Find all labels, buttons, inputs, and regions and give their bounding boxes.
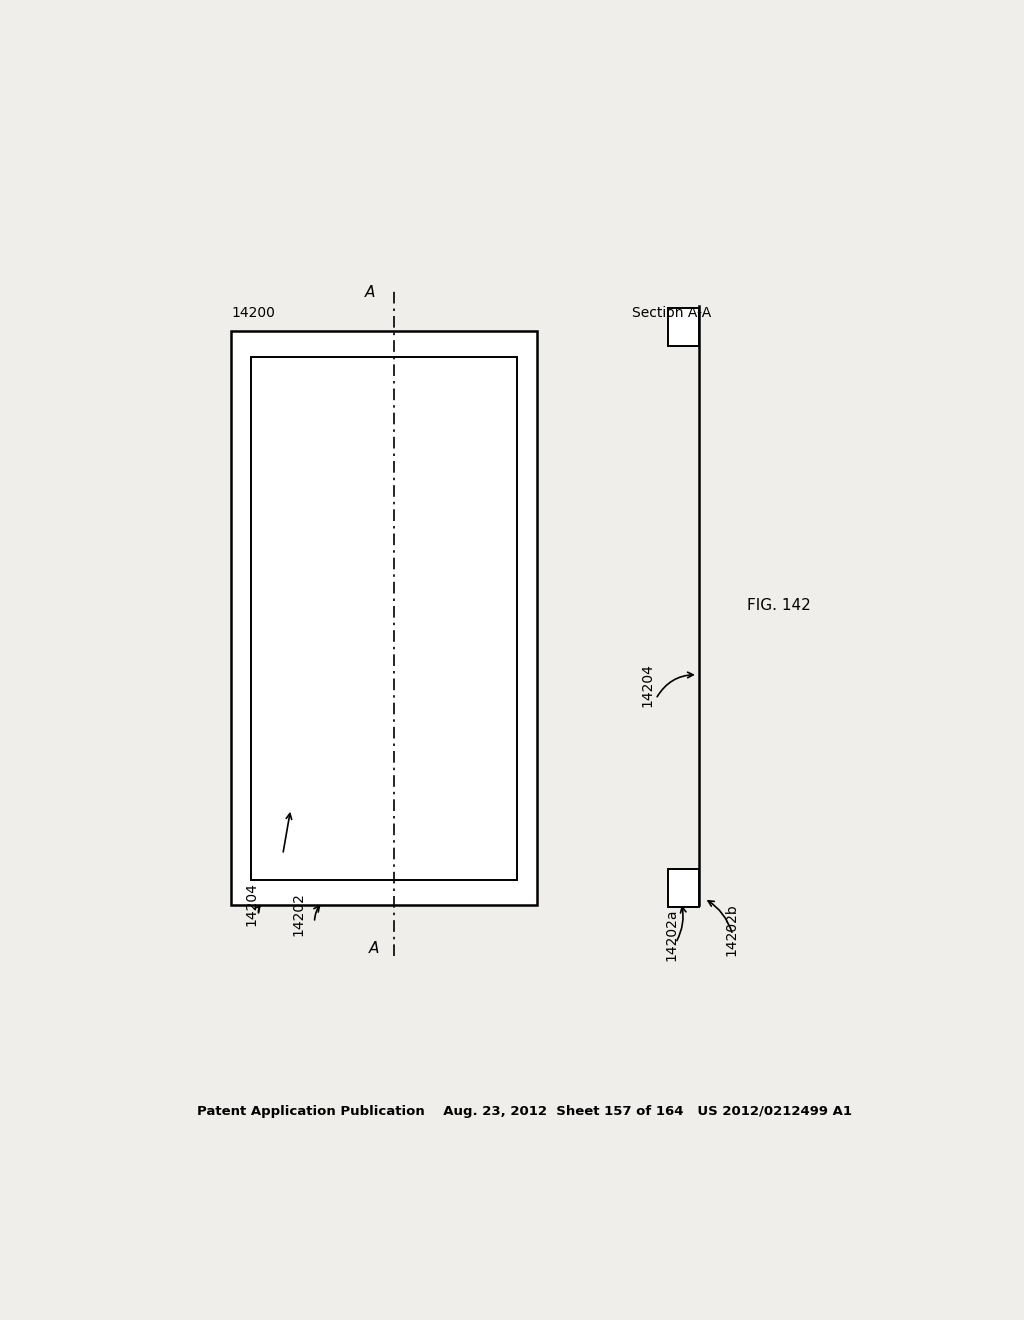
Text: 14204: 14204: [641, 664, 654, 708]
Bar: [668, 869, 699, 907]
Text: Section A-A: Section A-A: [632, 306, 712, 319]
Bar: [251, 356, 517, 880]
Text: 14204: 14204: [244, 882, 258, 925]
Bar: [668, 308, 699, 346]
Text: A: A: [365, 285, 375, 301]
Text: 14202b: 14202b: [724, 903, 738, 956]
Text: 14200: 14200: [231, 306, 275, 319]
Bar: [231, 331, 537, 906]
Text: A: A: [369, 941, 379, 956]
Text: 14202: 14202: [292, 892, 305, 936]
Text: Patent Application Publication    Aug. 23, 2012  Sheet 157 of 164   US 2012/0212: Patent Application Publication Aug. 23, …: [198, 1105, 852, 1118]
Text: 14202a: 14202a: [665, 909, 679, 961]
Text: FIG. 142: FIG. 142: [746, 598, 811, 612]
